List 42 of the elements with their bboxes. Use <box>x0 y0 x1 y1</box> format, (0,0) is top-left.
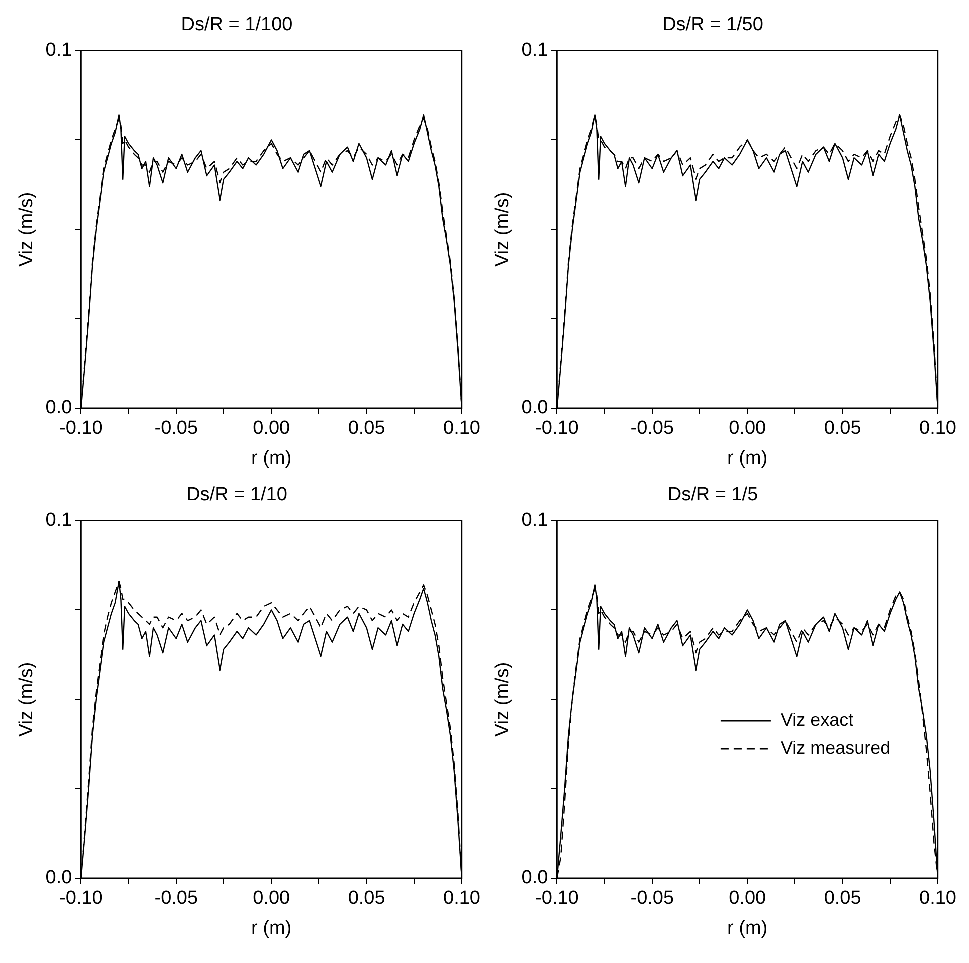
x-tick-label: 0.00 <box>253 888 290 910</box>
y-axis-title: Viz (m/s) <box>492 192 514 267</box>
legend-label: Viz exact <box>780 710 854 730</box>
x-axis-title: r (m) <box>252 448 292 469</box>
y-tick-label: 0.0 <box>522 868 548 889</box>
x-tick-label: -0.10 <box>60 888 103 910</box>
x-tick-label: 0.10 <box>920 888 956 910</box>
x-tick-label: 0.00 <box>729 418 766 440</box>
x-tick-label: -0.10 <box>536 888 579 910</box>
y-axis-title: Viz (m/s) <box>492 662 514 737</box>
x-axis-title: r (m) <box>252 918 292 939</box>
y-tick-label: 0.0 <box>46 398 72 419</box>
x-tick-label: 0.10 <box>444 888 480 910</box>
x-tick-label: -0.05 <box>154 888 198 910</box>
x-axis-title: r (m) <box>728 918 768 939</box>
x-tick-label: 0.05 <box>348 888 386 910</box>
x-tick-label: -0.10 <box>60 418 103 440</box>
x-tick-label: 0.00 <box>253 418 290 440</box>
chart-title: Ds/R = 1/50 <box>662 14 764 36</box>
y-tick-label: 0.1 <box>522 510 548 532</box>
x-tick-label: 0.10 <box>920 418 956 440</box>
x-tick-label: 0.00 <box>729 888 766 910</box>
x-tick-label: -0.05 <box>154 418 198 440</box>
y-axis-title: Viz (m/s) <box>16 662 38 737</box>
y-axis-title: Viz (m/s) <box>16 192 38 267</box>
x-tick-label: -0.05 <box>630 418 674 440</box>
y-tick-label: 0.1 <box>46 40 72 62</box>
y-tick-label: 0.1 <box>46 510 72 532</box>
y-tick-label: 0.1 <box>522 40 548 62</box>
x-tick-label: -0.05 <box>630 888 674 910</box>
x-tick-label: 0.05 <box>824 888 862 910</box>
x-tick-label: 0.05 <box>348 418 386 440</box>
y-tick-label: 0.0 <box>522 398 548 419</box>
chart-title: Ds/R = 1/5 <box>668 484 758 506</box>
chart-title: Ds/R = 1/10 <box>186 484 288 506</box>
chart-title: Ds/R = 1/100 <box>181 14 293 36</box>
legend-label: Viz measured <box>780 738 891 758</box>
x-tick-label: 0.05 <box>824 418 862 440</box>
x-tick-label: -0.10 <box>536 418 579 440</box>
x-axis-title: r (m) <box>728 448 768 469</box>
y-tick-label: 0.0 <box>46 868 72 889</box>
x-tick-label: 0.10 <box>444 418 480 440</box>
